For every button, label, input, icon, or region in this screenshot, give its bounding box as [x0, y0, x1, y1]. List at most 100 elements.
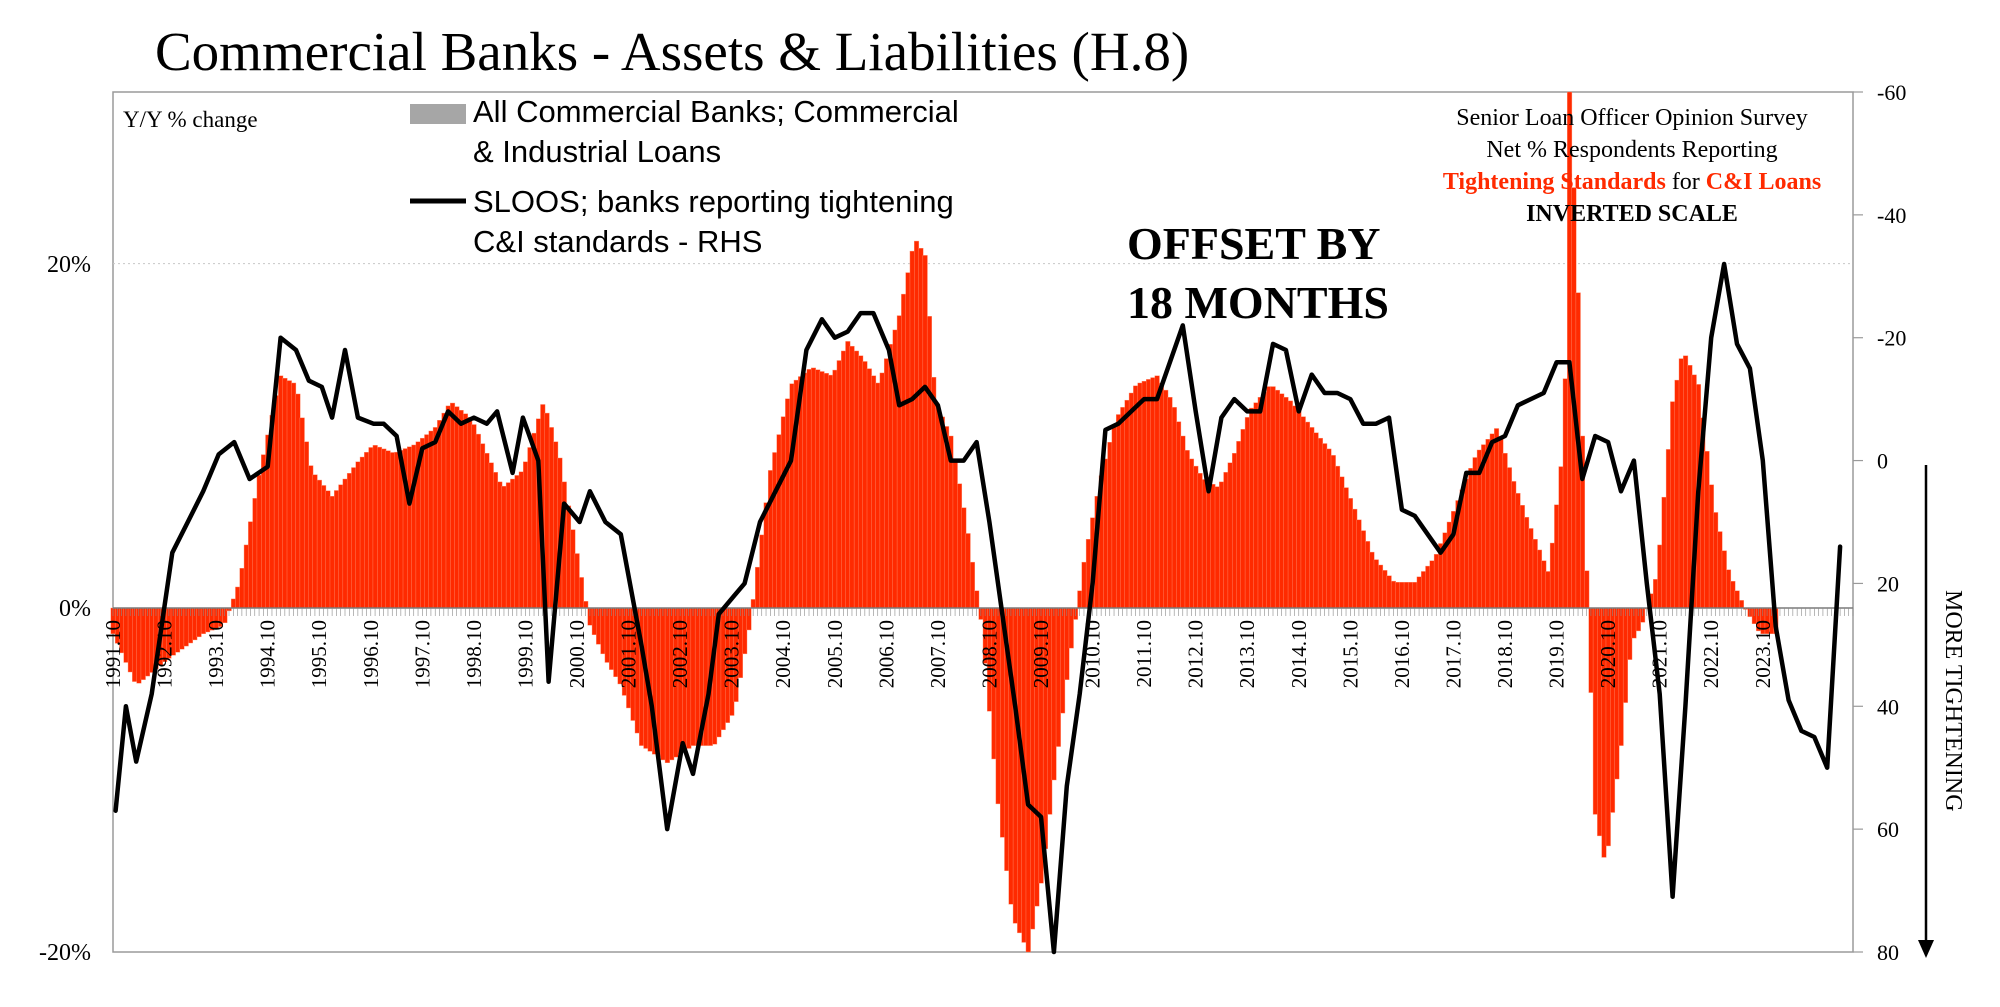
loan-bar-289 — [1352, 508, 1358, 609]
loan-bar-45 — [303, 441, 309, 609]
loan-bar-267 — [1257, 397, 1263, 609]
loan-bar-192 — [935, 407, 941, 609]
loan-bar-62 — [377, 446, 383, 609]
loan-bar-152 — [763, 502, 769, 609]
loan-bar-61 — [372, 445, 378, 609]
loan-bar-5 — [132, 607, 138, 682]
loan-bar-265 — [1249, 407, 1255, 609]
loan-bar-344 — [1588, 607, 1594, 693]
loan-bar-325 — [1506, 467, 1512, 609]
loan-bar-177 — [871, 375, 877, 609]
y2-tick-label-5: 40 — [1877, 694, 1899, 719]
loan-bar-183 — [896, 315, 902, 609]
loan-bar-38 — [273, 395, 279, 609]
loan-bar-7 — [140, 607, 146, 680]
loan-bar-263 — [1240, 429, 1246, 609]
loan-bar-96 — [523, 461, 529, 609]
loan-bar-188 — [918, 248, 924, 609]
loan-bar-299 — [1395, 582, 1401, 609]
loan-bar-47 — [312, 474, 318, 609]
x-tick-label-8: 1999.10 — [513, 620, 537, 688]
loan-bar-343 — [1584, 570, 1590, 609]
loan-bar-254 — [1201, 479, 1207, 609]
legend-label-loans-line2: & Industrial Loans — [473, 134, 721, 169]
loan-bar-69 — [407, 446, 413, 609]
loan-bar-33 — [252, 498, 258, 609]
loan-bar-181 — [888, 344, 894, 609]
loan-bar-39 — [278, 375, 284, 609]
loan-bar-179 — [879, 372, 885, 609]
loan-bar-171 — [845, 341, 851, 609]
loan-bar-290 — [1356, 519, 1362, 609]
loan-bar-50 — [325, 490, 331, 609]
loan-bar-155 — [776, 434, 782, 609]
loan-bar-51 — [329, 496, 335, 609]
y2-tick-label-7: 80 — [1877, 940, 1899, 965]
loan-bar-359 — [1653, 579, 1659, 609]
loan-bar-360 — [1657, 544, 1663, 609]
y2-tick-label-1: -40 — [1877, 203, 1906, 228]
loan-bar-242 — [1150, 377, 1156, 609]
loan-bar-41 — [286, 380, 292, 609]
loan-bar-291 — [1360, 530, 1366, 609]
legend-label-sloos-line2: C&I standards - RHS — [473, 224, 762, 259]
loan-bar-90 — [497, 481, 503, 609]
loan-bar-317 — [1472, 457, 1478, 609]
loan-bar-60 — [368, 447, 374, 609]
loan-bar-295 — [1378, 564, 1384, 609]
loan-bar-200 — [969, 561, 975, 609]
loan-bar-240 — [1141, 380, 1147, 609]
x-tick-label-27: 2018.10 — [1493, 620, 1517, 688]
x-tick-label-29: 2020.10 — [1596, 620, 1620, 688]
loan-bar-211 — [1017, 607, 1023, 934]
x-tick-label-9: 2000.10 — [565, 620, 589, 688]
loan-bar-158 — [789, 383, 795, 609]
loan-bar-46 — [308, 465, 314, 609]
loan-bar-377 — [1730, 581, 1736, 609]
loan-bar-172 — [849, 345, 855, 609]
loan-bar-249 — [1180, 435, 1186, 609]
loan-bar-272 — [1279, 393, 1285, 609]
loan-bar-109 — [578, 577, 584, 609]
loan-bar-246 — [1167, 397, 1173, 609]
loan-bar-304 — [1416, 576, 1422, 609]
legend-swatch-loans — [410, 104, 466, 124]
chart-title: Commercial Banks - Assets & Liabilities … — [155, 21, 1189, 82]
loan-bar-375 — [1721, 550, 1727, 609]
loan-bar-40 — [282, 377, 288, 609]
loan-bar-257 — [1214, 486, 1220, 609]
loan-bar-66 — [394, 451, 400, 609]
loan-bar-116 — [609, 607, 615, 670]
loan-bar-74 — [428, 430, 434, 609]
loan-bar-338 — [1562, 378, 1568, 609]
x-tick-label-13: 2004.10 — [771, 620, 795, 688]
x-tick-label-22: 2013.10 — [1235, 620, 1259, 688]
loan-bar-73 — [424, 434, 430, 609]
loan-bar-307 — [1429, 560, 1435, 609]
x-tick-label-6: 1997.10 — [410, 620, 434, 688]
y-tick-label-2: -20% — [39, 940, 91, 966]
x-tick-label-3: 1994.10 — [256, 620, 280, 688]
loan-bar-333 — [1541, 560, 1547, 609]
loan-bar-58 — [359, 456, 365, 609]
loan-bar-83 — [467, 417, 473, 609]
loan-bar-326 — [1511, 481, 1517, 609]
loan-bar-32 — [248, 521, 254, 609]
loan-bar-189 — [922, 255, 928, 609]
loan-bar-361 — [1661, 496, 1667, 609]
loan-bar-115 — [604, 607, 610, 663]
loan-bar-157 — [785, 398, 791, 609]
loan-bar-76 — [437, 420, 443, 609]
loan-bar-274 — [1287, 400, 1293, 609]
loan-bar-94 — [514, 475, 520, 609]
loan-bar-271 — [1274, 389, 1280, 609]
loan-bar-53 — [338, 484, 344, 609]
loan-bar-331 — [1532, 539, 1538, 609]
loan-bar-186 — [909, 250, 915, 609]
legend-label-sloos-line1: SLOOS; banks reporting tightening — [473, 184, 954, 219]
loan-bar-75 — [432, 427, 438, 609]
loan-bar-282 — [1322, 443, 1328, 609]
loan-bar-266 — [1253, 402, 1259, 609]
loan-bar-294 — [1373, 559, 1379, 609]
loan-bar-301 — [1403, 582, 1409, 609]
